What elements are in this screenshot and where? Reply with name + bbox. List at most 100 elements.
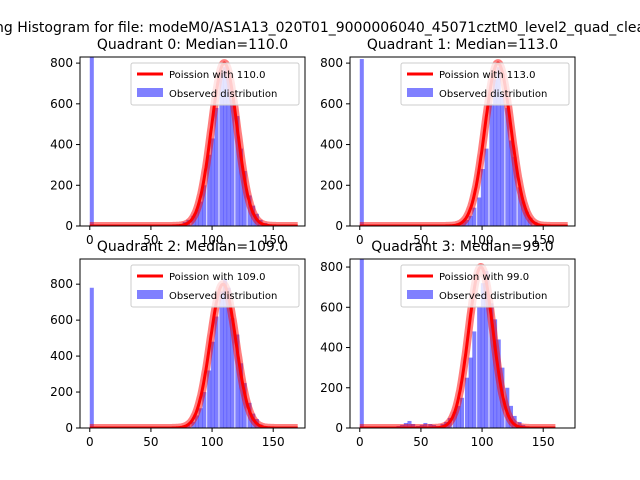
y-tick-label: 400: [50, 349, 73, 363]
histogram-bar: [219, 71, 224, 226]
histogram-bar: [484, 148, 489, 226]
histogram-bar: [219, 291, 224, 428]
y-tick-label: 800: [320, 260, 343, 274]
histogram-bar: [198, 201, 203, 226]
y-tick-label: 0: [335, 421, 343, 435]
x-tick-label: 100: [471, 233, 494, 247]
y-tick-label: 600: [50, 313, 73, 327]
histogram-bar: [210, 341, 215, 428]
histogram-bar: [207, 154, 212, 226]
histogram-bar: [235, 334, 240, 428]
histogram-bar: [359, 59, 364, 226]
histogram-bar: [484, 271, 489, 428]
x-tick-label: 50: [413, 435, 428, 449]
axes-frame: [349, 258, 576, 429]
histogram-bar: [468, 357, 473, 428]
x-tick-label: 0: [356, 435, 364, 449]
legend-label-observed: Observed distribution: [169, 89, 277, 100]
legend-label-observed: Observed distribution: [439, 89, 547, 100]
histogram-bar: [89, 57, 94, 226]
histogram-bar: [223, 278, 228, 428]
x-tick-label: 100: [471, 435, 494, 449]
x-tick-label: 0: [356, 233, 364, 247]
histogram-bar: [472, 331, 477, 428]
y-tick-label: 0: [65, 421, 73, 435]
x-tick-label: 0: [86, 435, 94, 449]
poisson-fit-line: [88, 61, 299, 226]
legend-box: [400, 62, 570, 106]
legend-box: [130, 264, 300, 308]
histogram-bar: [477, 197, 482, 226]
y-tick-label: 600: [320, 300, 343, 314]
y-tick-label: 600: [50, 97, 73, 111]
y-tick-label: 800: [320, 56, 343, 70]
subplot-quadrant-3: 0 50 100 150 0 200 400 600 800 Poission with 99.0…: [320, 239, 576, 449]
legend-label-fit: Poission with 99.0: [439, 272, 529, 283]
histogram-bar: [226, 287, 231, 428]
axes-frame: [349, 56, 576, 227]
x-tick-label: 100: [201, 233, 224, 247]
subplot-title: Quadrant 2: Median=109.0: [97, 239, 288, 255]
histogram-bar: [223, 67, 228, 226]
histogram-bar: [464, 377, 469, 428]
x-tick-label: 0: [86, 233, 94, 247]
x-tick-label: 50: [143, 435, 158, 449]
x-tick-label: 150: [532, 435, 555, 449]
histogram-bar: [512, 156, 517, 226]
poisson-fit-line: [88, 282, 299, 428]
subplot-quadrant-1: 0 50 100 150 0 200 400 600 800 Poission with 113.…: [320, 37, 576, 247]
histogram-bar: [198, 408, 203, 428]
legend-label-observed: Observed distribution: [439, 291, 547, 302]
histogram-bar: [500, 93, 505, 226]
legend-patch-swatch: [407, 88, 433, 97]
histogram-bar: [89, 287, 94, 428]
histogram-bar: [214, 107, 219, 226]
histogram-bar: [456, 405, 461, 428]
histogram-bar: [230, 99, 235, 226]
legend-label-fit: Poission with 109.0: [169, 272, 265, 283]
subplot-title: Quadrant 1: Median=113.0: [367, 37, 558, 53]
y-tick-label: 200: [320, 381, 343, 395]
y-tick-label: 0: [65, 219, 73, 233]
legend-patch-swatch: [407, 290, 433, 299]
histogram-bar: [472, 207, 477, 226]
x-tick-label: 100: [201, 435, 224, 449]
y-tick-label: 400: [320, 138, 343, 152]
histogram-bar: [210, 138, 215, 226]
legend-box: [130, 62, 300, 106]
histogram-bar: [505, 107, 510, 226]
axes-frame: [79, 258, 306, 429]
legend-box: [400, 264, 570, 308]
histogram-bar: [517, 187, 522, 226]
histogram-bar: [477, 307, 482, 428]
y-tick-label: 200: [320, 178, 343, 192]
histogram-bar: [359, 259, 364, 428]
y-tick-label: 0: [335, 219, 343, 233]
y-tick-label: 400: [320, 341, 343, 355]
x-tick-label: 150: [532, 233, 555, 247]
axes-frame: [79, 56, 306, 227]
y-tick-label: 400: [50, 138, 73, 152]
histogram-bar: [230, 318, 235, 428]
y-tick-label: 600: [320, 97, 343, 111]
subplot-title: Quadrant 3: Median=99.0: [371, 239, 553, 255]
legend-label-observed: Observed distribution: [169, 291, 277, 302]
subplot-title: Quadrant 0: Median=110.0: [97, 37, 288, 53]
legend-patch-swatch: [137, 290, 163, 299]
histogram-bar: [496, 67, 501, 226]
poisson-fit-line: [358, 61, 569, 226]
histogram-bar: [202, 392, 207, 428]
histogram-bar: [480, 283, 485, 428]
x-tick-label: 150: [262, 435, 285, 449]
histogram-bar: [226, 77, 231, 226]
histogram-bar: [238, 148, 244, 226]
histogram-bar: [235, 116, 240, 226]
y-tick-label: 200: [50, 385, 73, 399]
histogram-bar: [194, 415, 199, 428]
histogram-bar: [489, 303, 494, 428]
histogram-bar: [238, 363, 244, 428]
figure-title: Plotting Histogram for file: modeM0/AS1A…: [0, 20, 640, 36]
histogram-bar: [207, 370, 212, 428]
x-tick-label: 50: [143, 233, 158, 247]
